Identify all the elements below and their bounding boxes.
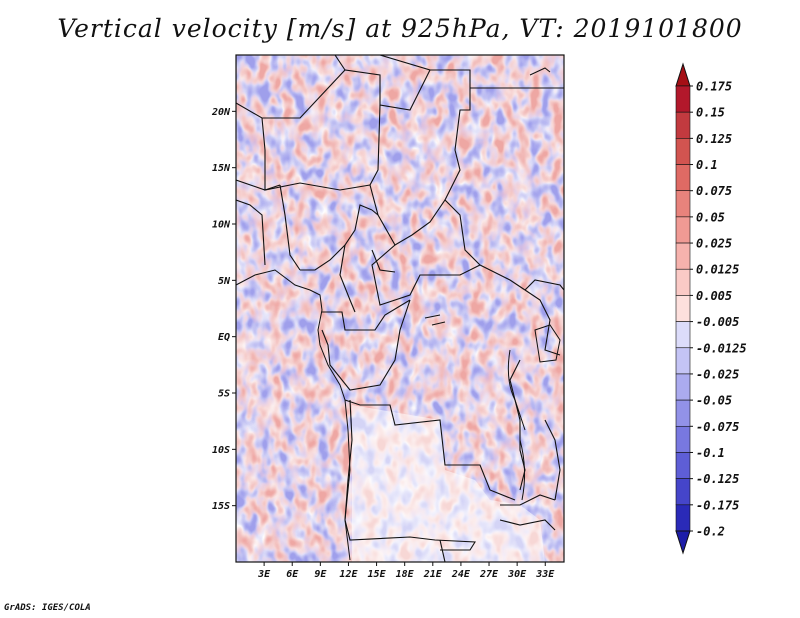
lat-tick-label: 15S [212, 501, 230, 512]
lon-tick-label: 30E [507, 569, 527, 580]
colorbar-segment [675, 242, 691, 270]
colorbar-segment [675, 425, 691, 453]
colorbar-label: -0.2 [696, 525, 725, 539]
lon-tick-label: 27E [479, 569, 499, 580]
colorbar-label: 0.025 [696, 237, 732, 251]
colorbar-label: 0.125 [696, 132, 732, 146]
lat-tick-label: 5S [218, 389, 230, 400]
lon-tick-label: 12E [339, 569, 358, 580]
plot-title: Vertical velocity [m/s] at 925hPa, VT: 2… [57, 14, 743, 43]
latitude-axis: 20N 15N 10N 5N EQ 5S 10S 15S [211, 107, 236, 512]
colorbar-segment [675, 452, 691, 479]
longitude-axis: 3E 6E 9E 12E 15E 18E 21E 24E 27E 30E 33E [257, 562, 555, 580]
colorbar-segment [675, 164, 691, 192]
colorbar-segment [675, 373, 691, 401]
colorbar-label: -0.025 [696, 367, 739, 381]
lon-tick-label: 15E [368, 569, 387, 580]
colorbar-segment [675, 399, 691, 427]
colorbar-segment [675, 321, 691, 349]
colorbar-segment [675, 478, 691, 506]
lat-tick-label: EQ [218, 332, 230, 343]
colorbar-label: -0.075 [696, 420, 739, 434]
colorbar-label: 0.05 [696, 210, 725, 224]
colorbar-label: 0.005 [696, 289, 732, 303]
colorbar-segment [675, 295, 691, 322]
country-borders [236, 55, 564, 562]
lon-tick-label: 3E [257, 569, 271, 580]
colorbar: 0.175 0.15 0.125 0.1 0.075 0.05 0.025 0.0125 0.0… [675, 62, 747, 555]
colorbar-label: -0.125 [696, 472, 739, 486]
colorbar-label: 0.0125 [696, 263, 739, 277]
colorbar-label: 0.175 [696, 80, 732, 94]
colorbar-label: 0.075 [696, 184, 732, 198]
lon-tick-label: 9E [314, 569, 327, 580]
lat-tick-label: 10S [212, 445, 230, 456]
lon-tick-label: 6E [286, 569, 299, 580]
lon-tick-label: 21E [423, 569, 443, 580]
grads-credit: GrADS: IGES/COLA [4, 603, 91, 613]
colorbar-label: -0.0125 [696, 341, 747, 355]
map-frame [235, 54, 565, 563]
colorbar-label: -0.005 [696, 315, 739, 329]
lat-tick-label: 15N [212, 163, 231, 174]
colorbar-segment [675, 111, 691, 139]
colorbar-label: -0.175 [696, 498, 739, 512]
colorbar-label: -0.05 [696, 394, 732, 408]
lon-tick-label: 24E [451, 569, 471, 580]
lat-tick-label: 5N [218, 276, 231, 287]
colorbar-segment [675, 138, 691, 165]
colorbar-segment [675, 85, 691, 113]
colorbar-segment [675, 504, 691, 532]
lat-tick-label: 20N [211, 107, 231, 118]
colorbar-label: 0.15 [696, 106, 725, 120]
colorbar-label: -0.1 [696, 446, 725, 460]
colorbar-label: 0.1 [696, 158, 718, 172]
colorbar-segment [675, 216, 691, 244]
colorbar-top-arrow [675, 62, 691, 87]
colorbar-bottom-arrow [675, 530, 691, 555]
colorbar-segment [675, 347, 691, 375]
lon-tick-label: 18E [396, 569, 415, 580]
colorbar-segment [675, 190, 691, 218]
coastline-and-lakes [236, 67, 561, 561]
lon-tick-label: 33E [535, 569, 555, 580]
colorbar-segment [675, 268, 691, 296]
lat-tick-label: 10N [212, 220, 231, 231]
